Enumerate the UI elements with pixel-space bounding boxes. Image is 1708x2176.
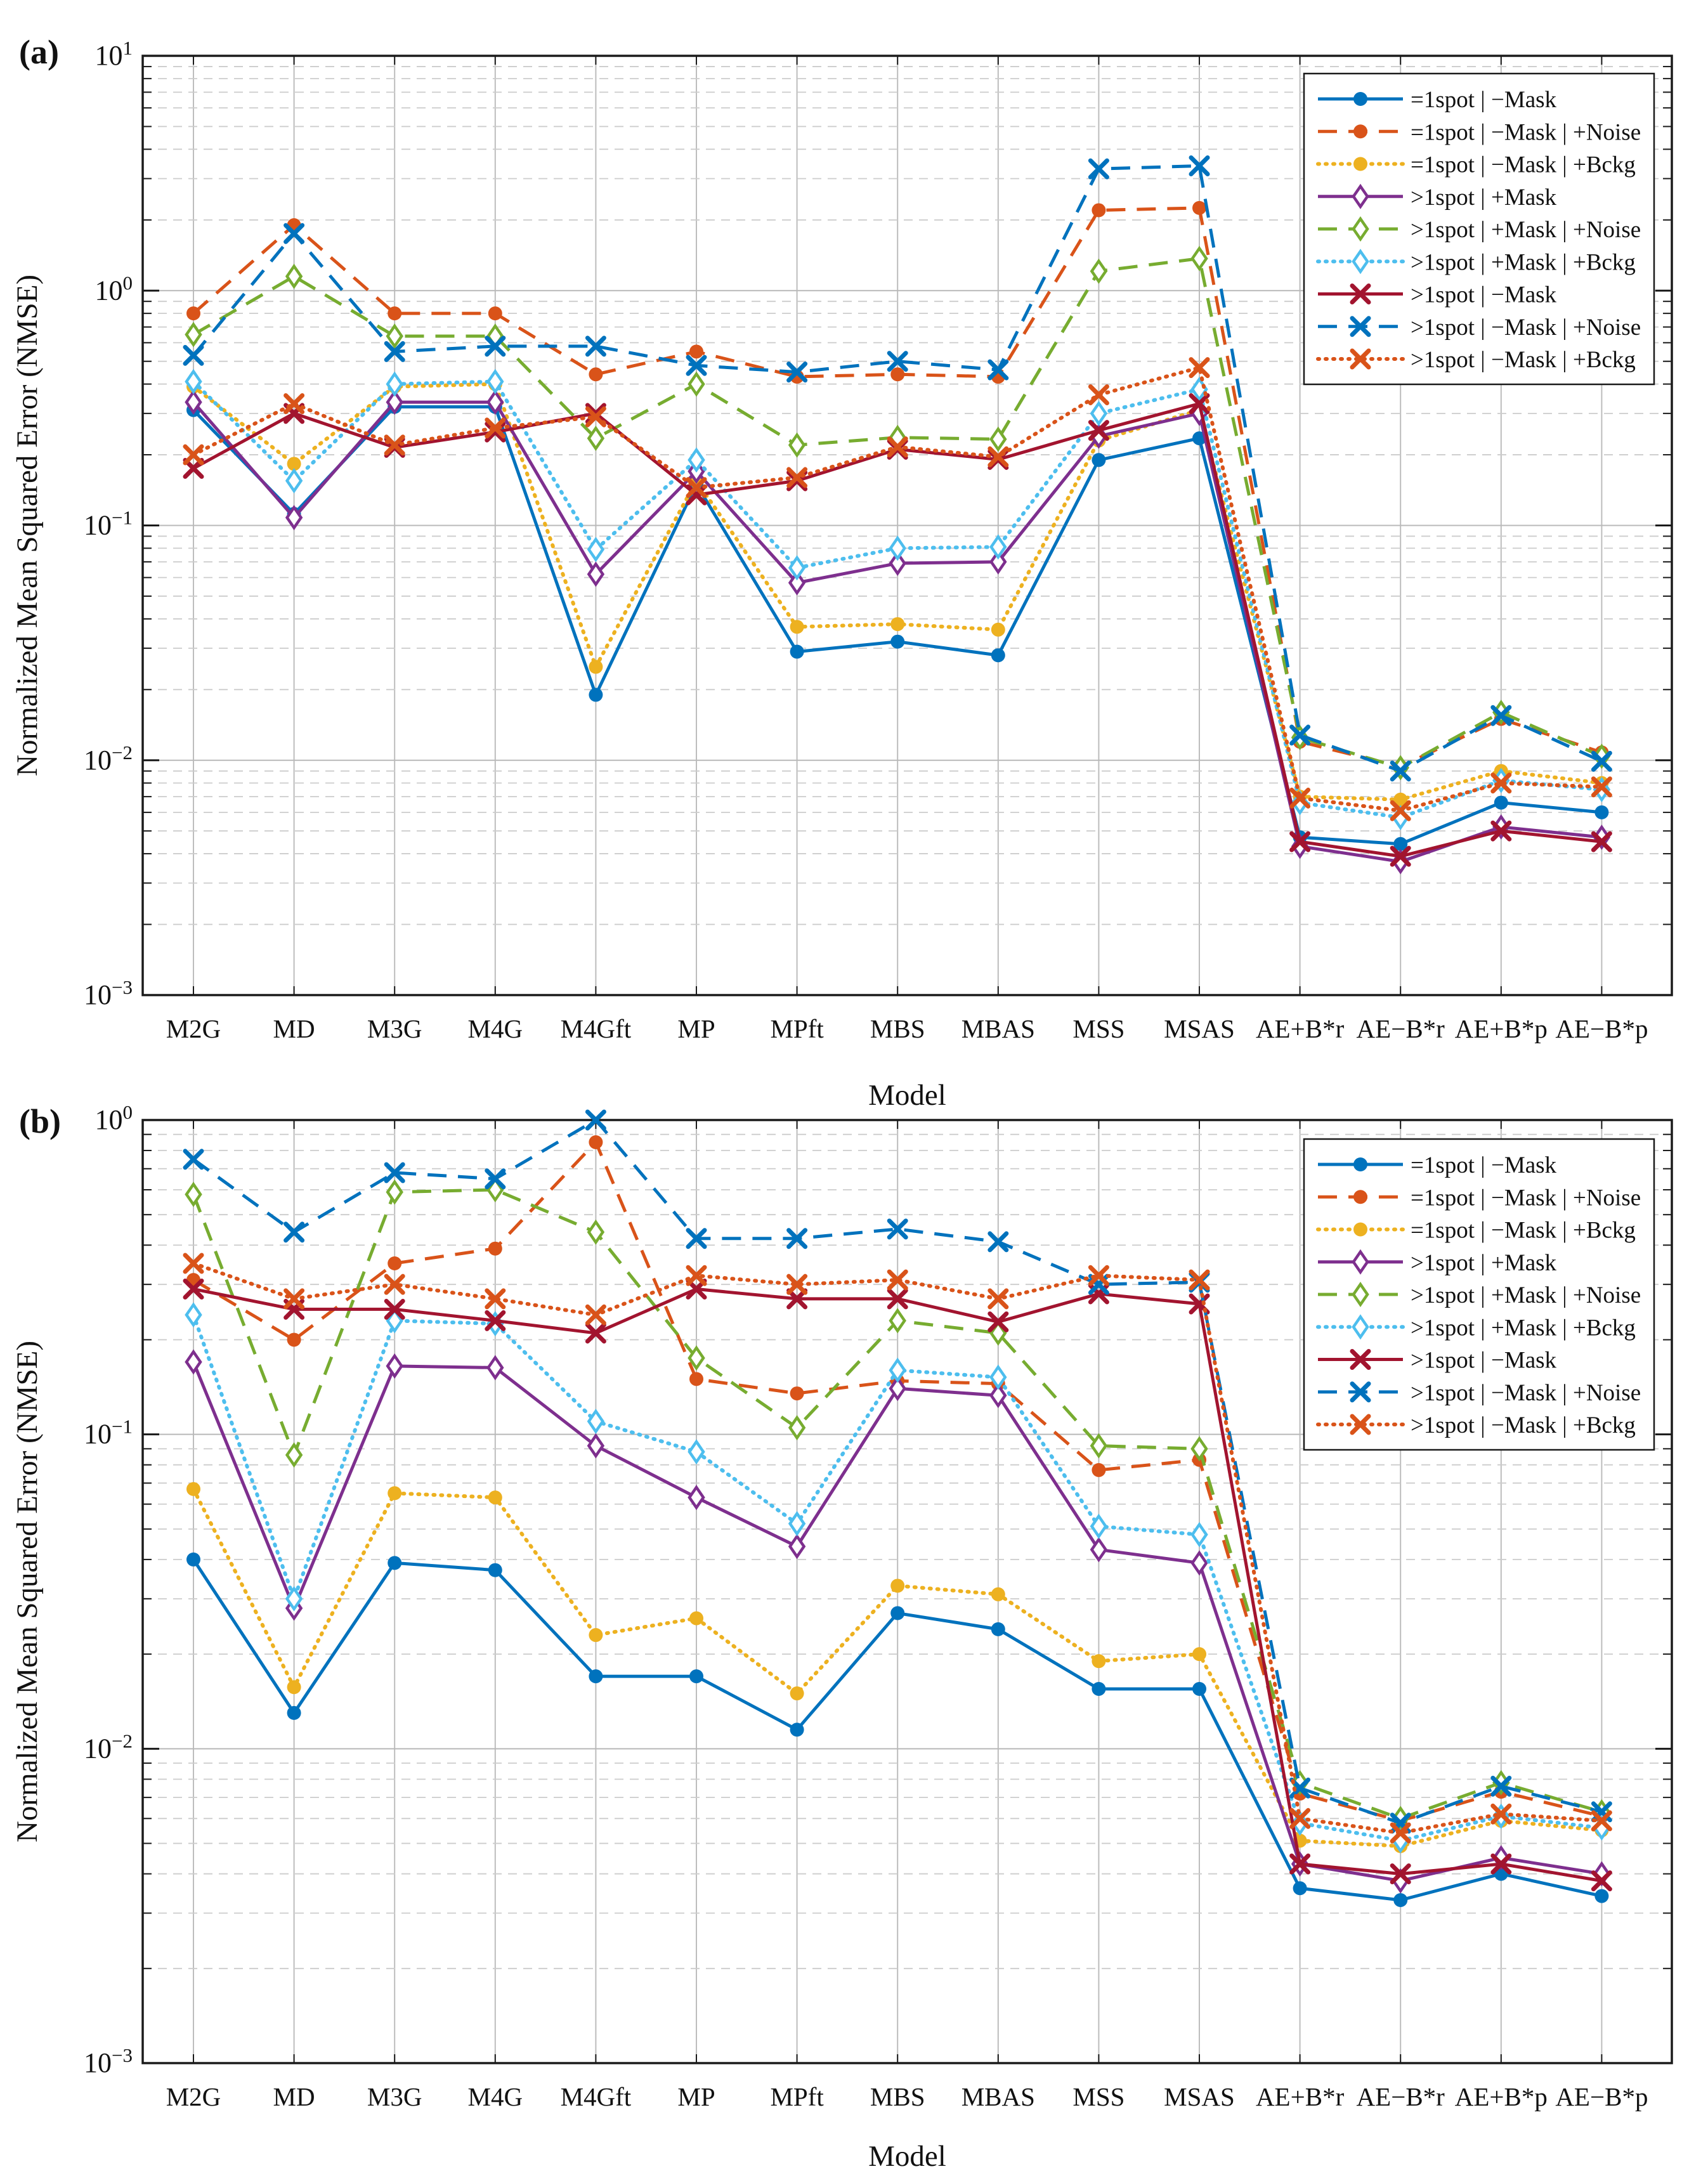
- legend: =1spot | −Mask =1spot | −Mask | +Noise =1s…: [1303, 72, 1655, 386]
- category-label: AE+B*r: [1256, 2082, 1345, 2111]
- y-tick-label: 10−1: [84, 507, 133, 541]
- y-tick-label: 101: [95, 37, 133, 71]
- legend-row-5: >1spot | +Mask | +Bckg: [1316, 1314, 1636, 1341]
- category-label: MBS: [870, 1014, 925, 1043]
- category-label: AE−B*p: [1555, 1014, 1648, 1043]
- x-axis-label: Model: [868, 2140, 946, 2173]
- y-tick-label: 10−3: [84, 976, 133, 1010]
- category-label: MSAS: [1164, 1014, 1235, 1043]
- legend-label: =1spot | −Mask: [1411, 1152, 1557, 1178]
- category-label: MP: [677, 1014, 715, 1043]
- legend-row-4: >1spot | +Mask | +Noise: [1318, 1282, 1641, 1308]
- category-label: MSAS: [1164, 2082, 1235, 2111]
- category-label: MPft: [770, 2082, 824, 2111]
- panel-tag: (b): [19, 1102, 61, 1140]
- category-label: MPft: [770, 1014, 824, 1043]
- legend-label: >1spot | −Mask: [1411, 1348, 1557, 1374]
- legend-row-7: >1spot | −Mask | +Noise: [1318, 315, 1641, 341]
- legend-label: >1spot | +Mask: [1411, 1250, 1557, 1276]
- category-label: MP: [677, 2082, 715, 2111]
- axis-box: [141, 1119, 1673, 2064]
- legend-row-2: =1spot | −Mask | +Bckg: [1316, 1218, 1636, 1244]
- legend-row-5: >1spot | +Mask | +Bckg: [1316, 249, 1636, 275]
- series-b-3: [185, 1349, 1611, 1894]
- legend-label: >1spot | −Mask | +Noise: [1411, 315, 1641, 341]
- y-tick-label: 100: [95, 271, 133, 306]
- y-axis-label: Normalized Mean Squared Error (NMSE): [11, 1341, 44, 1842]
- legend-label: >1spot | −Mask | +Bckg: [1411, 1412, 1636, 1438]
- series-a-3: [185, 389, 1611, 875]
- series-a-7: [183, 155, 1612, 782]
- y-tick-labels: 101 100 10−1 10−2 10−3: [84, 37, 133, 1010]
- legend-label: >1spot | −Mask | +Bckg: [1411, 347, 1636, 373]
- y-tick-labels: 100 10−1 10−2 10−3: [84, 1101, 133, 2078]
- category-label: AE+B*p: [1455, 2082, 1548, 2111]
- panel-tag: (a): [19, 33, 59, 71]
- legend-row-2: =1spot | −Mask | +Bckg: [1316, 152, 1636, 178]
- legend-row-3: >1spot | +Mask: [1318, 183, 1557, 211]
- category-label: M3G: [367, 1014, 422, 1043]
- legend-row-1: =1spot | −Mask | +Noise: [1318, 119, 1641, 145]
- legend: =1spot | −Mask =1spot | −Mask | +Noise =1s…: [1303, 1138, 1655, 1451]
- legend-row-8: >1spot | −Mask | +Bckg: [1316, 1412, 1636, 1438]
- category-label: MD: [273, 2082, 315, 2111]
- legend-label: =1spot | −Mask: [1411, 87, 1557, 113]
- y-tick-label: 10−2: [84, 741, 133, 776]
- legend-label: =1spot | −Mask | +Noise: [1411, 119, 1641, 145]
- panel-b: 100 10−1 10−2 10−3 M2G MD M3G M4G M4Gft MP MPft MBS…: [11, 1101, 1673, 2173]
- category-label: AE+B*p: [1455, 1014, 1548, 1043]
- category-label: MBS: [870, 2082, 925, 2111]
- category-label: M4G: [468, 1014, 523, 1043]
- category-label: M2G: [166, 1014, 221, 1043]
- legend-row-6: >1spot | −Mask: [1318, 282, 1557, 308]
- category-label: M2G: [166, 2082, 221, 2111]
- category-label: MSS: [1072, 2082, 1125, 2111]
- category-label: AE−B*r: [1357, 2082, 1445, 2111]
- panel-a: 101 100 10−1 10−2 10−3 M2G MD M3G M4G M4Gft MP MPft…: [11, 33, 1673, 1112]
- legend-label: >1spot | +Mask: [1411, 185, 1557, 211]
- series-b-8: [183, 1253, 1612, 1844]
- series-b-0: [186, 1552, 1609, 1907]
- legend-row-0: =1spot | −Mask: [1318, 87, 1557, 113]
- legend-label: >1spot | +Mask | +Noise: [1411, 217, 1641, 243]
- legend-label: >1spot | +Mask | +Bckg: [1411, 249, 1636, 275]
- legend-label: >1spot | −Mask: [1411, 282, 1557, 308]
- y-axis-label: Normalized Mean Squared Error (NMSE): [11, 275, 44, 776]
- y-tick-label: 10−1: [84, 1416, 133, 1450]
- category-label: M3G: [367, 2082, 422, 2111]
- y-tick-label: 10−2: [84, 1730, 133, 1764]
- legend-row-8: >1spot | −Mask | +Bckg: [1316, 347, 1636, 373]
- legend-row-4: >1spot | +Mask | +Noise: [1318, 216, 1641, 243]
- category-label: AE+B*r: [1256, 1014, 1345, 1043]
- axis-box: [141, 55, 1673, 996]
- category-label: AE−B*p: [1555, 2082, 1648, 2111]
- category-label: AE−B*r: [1357, 1014, 1445, 1043]
- legend-row-7: >1spot | −Mask | +Noise: [1318, 1380, 1641, 1406]
- category-label: MBAS: [962, 2082, 1035, 2111]
- legend-label: >1spot | +Mask | +Bckg: [1411, 1315, 1636, 1341]
- legend-label: >1spot | −Mask | +Noise: [1411, 1380, 1641, 1406]
- category-label: M4G: [468, 2082, 523, 2111]
- category-label: M4Gft: [561, 1014, 632, 1043]
- legend-label: =1spot | −Mask | +Bckg: [1411, 152, 1636, 178]
- x-axis-label: Model: [868, 1079, 946, 1112]
- y-tick-label: 10−3: [84, 2044, 133, 2078]
- legend-row-3: >1spot | +Mask: [1318, 1249, 1557, 1276]
- legend-row-0: =1spot | −Mask: [1318, 1152, 1557, 1178]
- category-label: MBAS: [962, 1014, 1035, 1043]
- legend-label: =1spot | −Mask | +Noise: [1411, 1185, 1641, 1211]
- category-label: MD: [273, 1014, 315, 1043]
- series-a-8: [183, 357, 1612, 821]
- category-label: M4Gft: [561, 2082, 632, 2111]
- series-a-5: [185, 368, 1611, 831]
- legend-label: >1spot | +Mask | +Noise: [1411, 1282, 1641, 1308]
- y-tick-label: 100: [95, 1101, 133, 1135]
- legend-row-6: >1spot | −Mask: [1318, 1348, 1557, 1374]
- legend-label: =1spot | −Mask | +Bckg: [1411, 1218, 1636, 1244]
- category-label: MSS: [1072, 1014, 1125, 1043]
- legend-row-1: =1spot | −Mask | +Noise: [1318, 1185, 1641, 1211]
